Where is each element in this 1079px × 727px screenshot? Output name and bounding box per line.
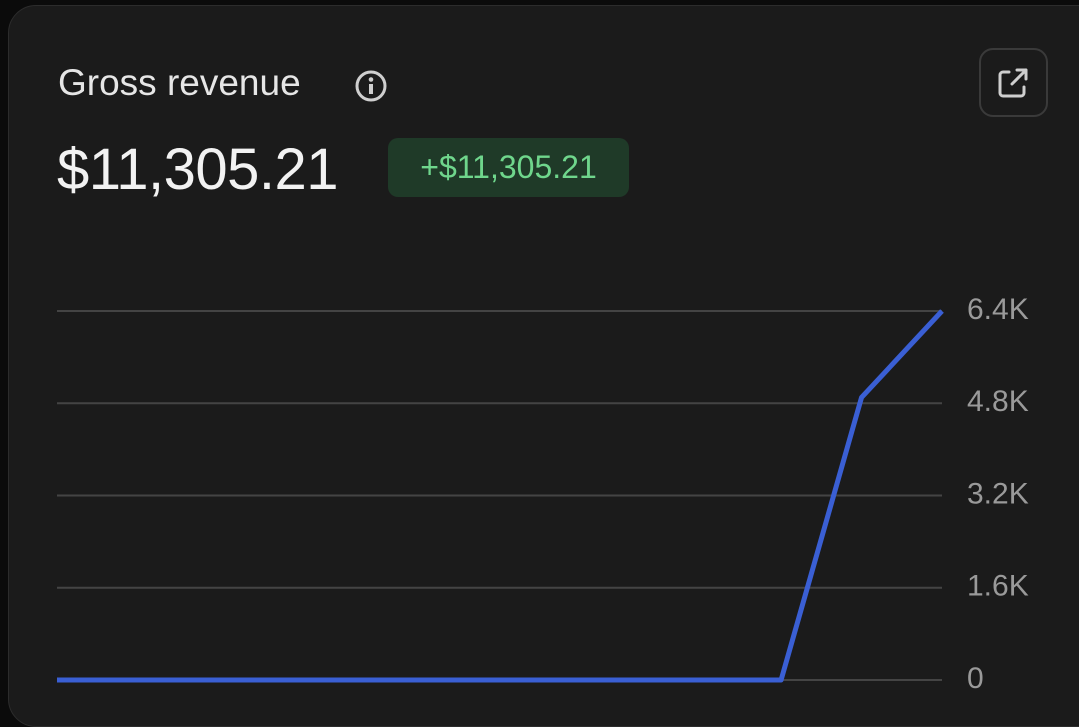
chart: 0 1.6K 3.2K 4.8K 6.4K [57, 293, 1029, 692]
external-icon [998, 68, 1028, 98]
page: Gross revenue $11,305.21 +$11,305.21 0 1.… [8, 5, 1079, 727]
open-external-button[interactable] [979, 48, 1048, 117]
y-tick-label: 0 [967, 662, 984, 692]
y-tick-label: 4.8K [967, 385, 1029, 418]
line [57, 309, 944, 683]
y-tick-label: 3.2K [967, 477, 1029, 510]
info-icon[interactable] [354, 69, 388, 103]
card [8, 5, 1079, 727]
y-tick-label: 1.6K [967, 570, 1029, 603]
card-title: Gross revenue [58, 62, 301, 103]
change-badge: +$11,305.21 [388, 138, 629, 197]
y-tick-label: 6.4K [967, 293, 1029, 326]
amount: $11,305.21 [57, 137, 338, 202]
